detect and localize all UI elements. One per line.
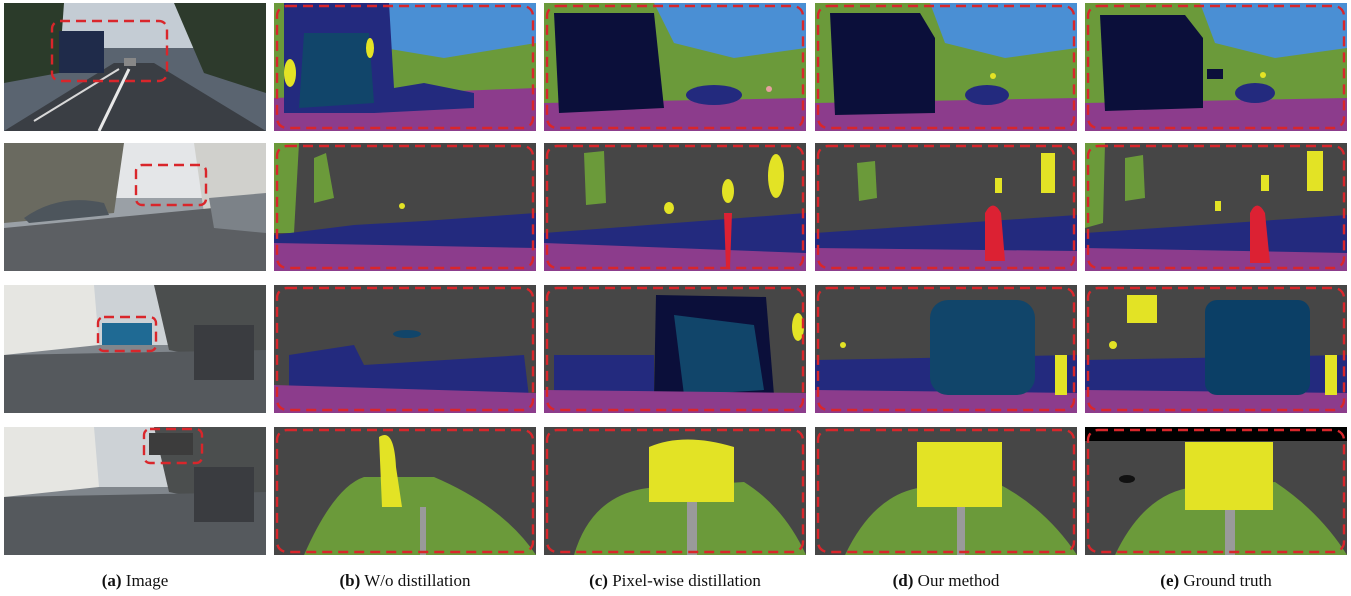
caption-letter: (d) (892, 571, 914, 590)
panel-r4-image (4, 427, 266, 555)
panel-r2-pixel-wise (544, 143, 806, 271)
panel-r3-wo-distillation (274, 285, 536, 413)
caption-letter: (a) (101, 571, 122, 590)
panel-r2-ground-truth (1085, 143, 1347, 271)
caption-letter: (b) (339, 571, 361, 590)
caption-pixel-wise: (c) Pixel-wise distillation (544, 571, 806, 591)
caption-our-method: (d) Our method (815, 571, 1077, 591)
panel-r2-image (4, 143, 266, 271)
panel-r1-wo-distillation (274, 3, 536, 131)
panel-r1-our-method (815, 3, 1077, 131)
panel-r4-ground-truth (1085, 427, 1347, 555)
caption-label: W/o distillation (364, 571, 471, 590)
caption-label: Pixel-wise distillation (612, 571, 761, 590)
panel-r1-image (4, 3, 266, 131)
panel-r4-wo-distillation (274, 427, 536, 555)
caption-label: Our method (917, 571, 1000, 590)
caption-wo-distillation: (b) W/o distillation (274, 571, 536, 591)
caption-ground-truth: (e) Ground truth (1085, 571, 1347, 591)
caption-label: Ground truth (1183, 571, 1272, 590)
panel-r1-ground-truth (1085, 3, 1347, 131)
panel-r1-pixel-wise (544, 3, 806, 131)
panel-r4-pixel-wise (544, 427, 806, 555)
caption-letter: (c) (589, 571, 608, 590)
panel-r2-wo-distillation (274, 143, 536, 271)
panel-r3-our-method (815, 285, 1077, 413)
panel-r3-image (4, 285, 266, 413)
caption-letter: (e) (1160, 571, 1180, 590)
panel-r4-our-method (815, 427, 1077, 555)
caption-label: Image (125, 571, 169, 590)
panel-r3-ground-truth (1085, 285, 1347, 413)
panel-r2-our-method (815, 143, 1077, 271)
caption-image: (a) Image (4, 571, 266, 591)
panel-r3-pixel-wise (544, 285, 806, 413)
